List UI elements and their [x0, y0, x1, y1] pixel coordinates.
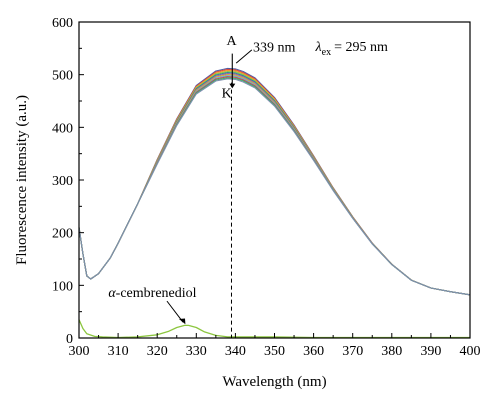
spectrum-line-8 [78, 75, 471, 296]
x-tick-label: 400 [460, 344, 481, 359]
x-tick-label: 350 [264, 344, 285, 359]
x-tick-label: 320 [147, 344, 168, 359]
label-a: A [226, 34, 237, 49]
y-tick-label: 300 [52, 174, 73, 189]
label-k: K [222, 86, 232, 101]
spectrum-line-10 [78, 77, 471, 296]
peak-wavelength-label: 339 nm [253, 40, 296, 55]
x-tick-label: 390 [420, 344, 441, 359]
excitation-label: λex = 295 nm [315, 40, 388, 58]
series-layer [78, 67, 471, 339]
cembrenediol-arrow-head [179, 318, 186, 325]
y-tick-label: 100 [52, 279, 73, 294]
x-tick-label: 310 [108, 344, 129, 359]
spectrum-line-9 [78, 76, 471, 296]
x-tick-label: 360 [303, 344, 324, 359]
x-tick-label: 330 [186, 344, 207, 359]
x-tick-label: 370 [342, 344, 363, 359]
spectrum-line-11 [78, 78, 471, 296]
y-tick-label: 400 [52, 121, 73, 136]
x-axis-title: Wavelength (nm) [222, 374, 326, 390]
axes-layer: 300 310 320 330 340 350 360 370 380 390 400 0 100 200… [14, 16, 481, 390]
arrow-head [229, 83, 236, 89]
y-tick-label: 500 [52, 69, 73, 84]
x-tick-label: 300 [69, 344, 90, 359]
annotation-layer: A K 339 nm λex = 295 nm α-cembrenediol [108, 34, 388, 338]
cembrenediol-arrow-shaft [166, 300, 184, 323]
y-tick-label: 600 [52, 16, 73, 31]
peak-leader-line [235, 49, 253, 64]
spectrum-line-7 [78, 74, 471, 296]
y-axis-title: Fluorescence intensity (a.u.) [14, 95, 30, 265]
cembrenediol-label: α-cembrenediol [108, 286, 196, 301]
y-tick-label: 200 [52, 227, 73, 242]
x-tick-label: 340 [225, 344, 246, 359]
x-tick-label: 380 [381, 344, 402, 359]
y-tick-label: 0 [66, 332, 73, 347]
